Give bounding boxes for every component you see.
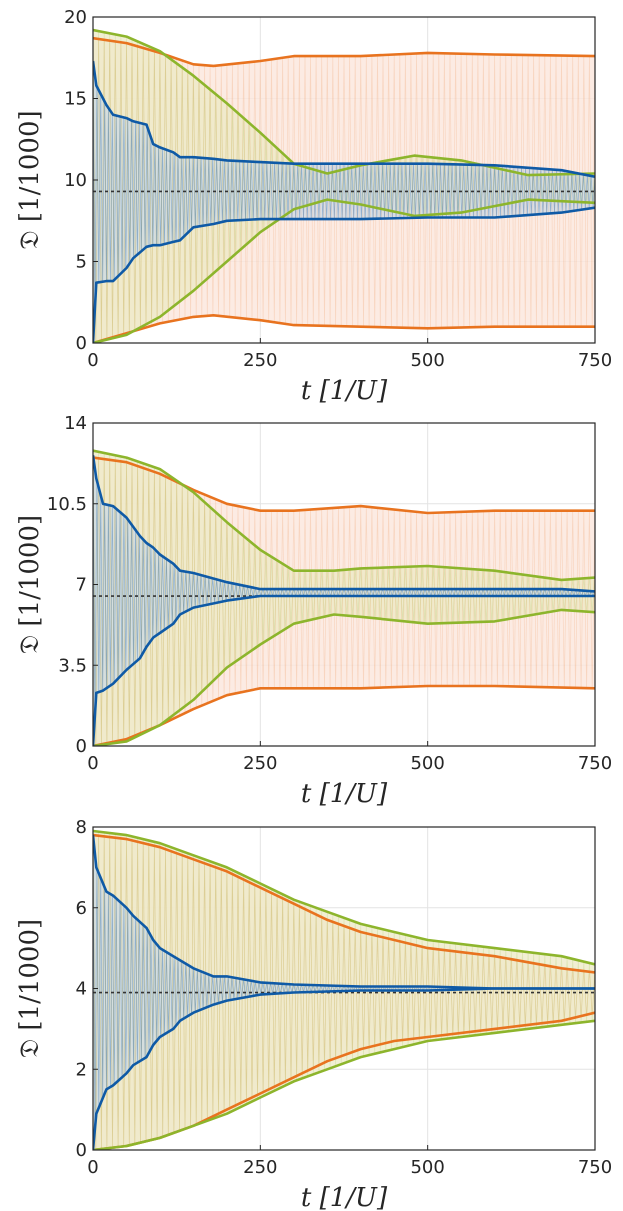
plot-area	[93, 17, 595, 343]
x-tick-label: 0	[87, 753, 98, 774]
series-blue-lower-line	[93, 206, 595, 343]
series-orange-upper-line	[93, 456, 595, 515]
series-blue-upper-line	[93, 60, 595, 178]
series-green-upper-line	[93, 829, 595, 966]
chart-panel-3: 0 250 500 750 0 2 4 6 8 t [1/U] 𝔇 [1/1000]	[15, 817, 612, 1211]
chart-panel-2: 0 250 500 750 0 3.5 7 10.5 14 t [1/U] 𝔇 [1/1000]	[15, 413, 612, 809]
x-tick-label: 750	[578, 753, 612, 774]
x-tick-label: 750	[578, 1157, 612, 1178]
y-axis-label: 𝔇 [1/1000]	[15, 515, 45, 654]
y-tick-label: 20	[64, 7, 87, 28]
y-tick-label: 0	[76, 333, 87, 354]
y-tick-label: 6	[76, 898, 87, 919]
series-orange-lower-line	[93, 314, 595, 343]
x-tick-label: 500	[410, 753, 444, 774]
y-tick-label: 4	[76, 979, 87, 1000]
x-axis-label: t [1/U]	[301, 1183, 388, 1211]
series-orange-upper-line	[93, 833, 595, 974]
x-axis-label: t [1/U]	[301, 779, 388, 809]
y-tick-label: 8	[76, 817, 87, 838]
envelope-fill-blue	[93, 835, 595, 1150]
x-tick-label: 250	[243, 350, 277, 371]
series-green-lower-line	[93, 198, 595, 343]
envelope-fill-blue	[93, 455, 595, 746]
plot-area	[93, 423, 595, 746]
x-tick-label: 500	[410, 350, 444, 371]
chart-panel-1: 0 250 500 750 0 5 10 15 20 t [1/U] 𝔇 [1/1000]	[15, 7, 612, 406]
series-blue-lower-line	[93, 594, 595, 746]
x-axis-label: t [1/U]	[301, 376, 388, 406]
series-green-lower-line	[93, 1019, 595, 1150]
series-green-upper-line	[93, 449, 595, 582]
plot-area	[93, 827, 595, 1150]
envelope-fill-green	[93, 450, 595, 746]
y-tick-label: 3.5	[58, 655, 87, 676]
y-tick-label: 10	[64, 170, 87, 191]
y-tick-label: 10.5	[47, 494, 87, 515]
y-tick-label: 15	[64, 89, 87, 110]
series-orange-upper-line	[93, 36, 595, 68]
y-tick-label: 5	[76, 252, 87, 273]
series-blue-upper-line	[93, 834, 595, 990]
y-axis-label: 𝔇 [1/1000]	[15, 110, 45, 249]
y-tick-label: 2	[76, 1059, 87, 1080]
x-tick-label: 0	[87, 350, 98, 371]
x-tick-label: 0	[87, 1157, 98, 1178]
x-tick-label: 500	[410, 1157, 444, 1178]
series-green-lower-line	[93, 608, 595, 746]
y-tick-label: 14	[64, 413, 87, 434]
x-tick-label: 250	[243, 1157, 277, 1178]
y-axis-label: 𝔇 [1/1000]	[15, 919, 45, 1058]
x-tick-label: 250	[243, 753, 277, 774]
y-tick-label: 0	[76, 736, 87, 757]
series-blue-upper-line	[93, 455, 595, 593]
y-tick-label: 0	[76, 1140, 87, 1161]
y-tick-label: 7	[76, 575, 87, 596]
x-tick-label: 750	[578, 350, 612, 371]
series-blue-lower-line	[93, 987, 595, 1150]
